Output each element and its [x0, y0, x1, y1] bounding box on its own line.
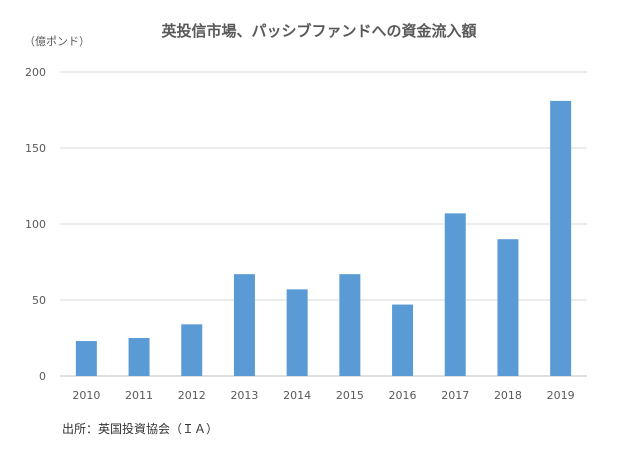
bar — [444, 213, 466, 376]
y-tick-label: 200 — [25, 66, 46, 79]
bar — [233, 274, 255, 376]
x-tick-label: 2012 — [178, 389, 206, 402]
y-tick-label: 150 — [25, 142, 46, 155]
chart-title: 英投信市場、パッシブファンドへの資金流入額 — [161, 22, 477, 40]
y-tick-label: 0 — [39, 370, 46, 383]
bar — [128, 338, 150, 376]
x-tick-label: 2019 — [547, 389, 575, 402]
x-tick-label: 2013 — [230, 389, 258, 402]
bar — [286, 289, 308, 376]
x-tick-label: 2016 — [389, 389, 417, 402]
bar — [497, 239, 519, 376]
bar — [392, 304, 414, 376]
x-tick-label: 2017 — [441, 389, 469, 402]
bar — [339, 274, 361, 376]
bar — [75, 341, 97, 376]
x-tick-label: 2010 — [72, 389, 100, 402]
source-note: 出所：英国投資協会（ＩＡ） — [62, 422, 219, 436]
y-tick-label: 100 — [25, 218, 46, 231]
bar — [181, 324, 203, 376]
bar — [550, 100, 572, 376]
x-tick-label: 2015 — [336, 389, 364, 402]
x-tick-label: 2014 — [283, 389, 311, 402]
y-axis-unit-label: （億ポンド） — [24, 35, 90, 48]
y-tick-label: 50 — [32, 294, 46, 307]
x-tick-label: 2018 — [494, 389, 522, 402]
x-tick-label: 2011 — [125, 389, 153, 402]
